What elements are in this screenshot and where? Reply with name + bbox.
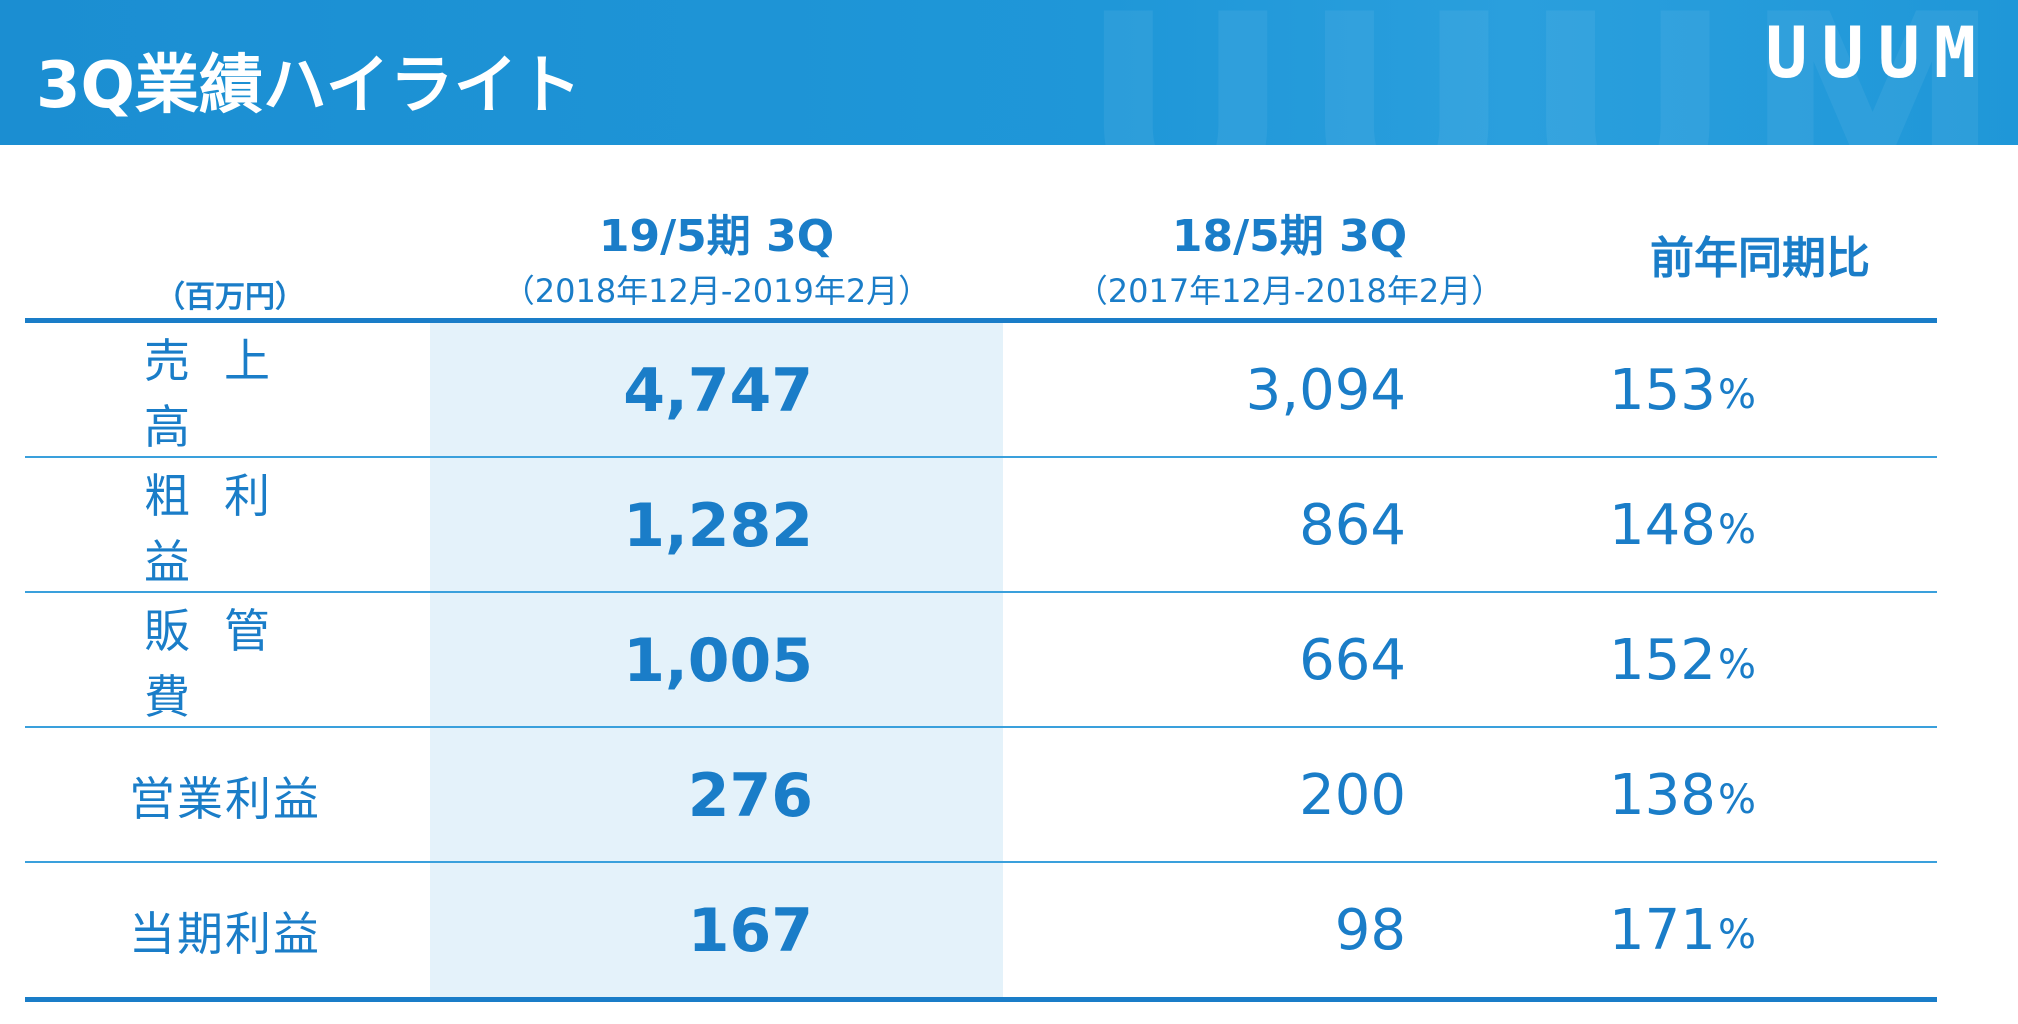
percent-sign: % [1717,641,1756,688]
yoy-value: 171% [1520,863,1845,998]
yoy-number: 153 [1609,358,1716,423]
brand-logo: UUUM [1765,12,1990,94]
row-divider [25,591,1937,593]
row-divider [25,861,1937,863]
column-header-current: 19/5期 3Q （2018年12月-2019年2月） [430,200,1003,312]
current-value: 4,747 [623,355,813,426]
column-header-previous-period: （2017年12月-2018年2月） [1075,272,1504,310]
yoy-number: 138 [1609,763,1716,828]
column-header-previous-title: 18/5期 3Q [1171,211,1408,262]
table-top-rule [25,318,1937,323]
header-banner: UUUM 3Q業績ハイライト UUUM [0,0,2018,145]
yoy-value: 148% [1520,458,1845,593]
current-period-highlight [430,323,1003,997]
table-row: 粗利益 1,282 864 148% [0,458,2018,593]
row-label: 粗利益 [144,468,304,589]
current-value: 167 [687,895,813,966]
column-header-yoy-title: 前年同期比 [1650,233,1870,284]
yoy-value: 153% [1520,323,1845,458]
yoy-value: 152% [1520,593,1845,728]
row-label: 当期利益 [129,906,321,961]
current-value: 276 [687,760,813,831]
table-row: 売上高 4,747 3,094 153% [0,323,2018,458]
table-row: 販管費 1,005 664 152% [0,593,2018,728]
yoy-value: 138% [1520,728,1845,863]
row-label: 営業利益 [129,771,321,826]
row-label: 売上高 [144,333,304,454]
unit-label: （百万円） [155,280,305,315]
table-row: 当期利益 167 98 171% [0,863,2018,998]
previous-value: 200 [1299,763,1406,828]
percent-sign: % [1717,371,1756,418]
percent-sign: % [1717,911,1756,958]
page-title: 3Q業績ハイライト [36,49,582,123]
column-header-yoy: 前年同期比 [1560,222,1960,286]
table-bottom-rule [25,997,1937,1002]
column-header-current-title: 19/5期 3Q [598,211,835,262]
current-value: 1,282 [623,490,813,561]
row-divider [25,456,1937,458]
column-header-current-period: （2018年12月-2019年2月） [502,272,931,310]
percent-sign: % [1717,506,1756,553]
yoy-number: 152 [1609,628,1716,693]
current-value: 1,005 [623,625,813,696]
column-header-previous: 18/5期 3Q （2017年12月-2018年2月） [1003,200,1576,312]
yoy-number: 171 [1609,898,1716,963]
previous-value: 98 [1334,898,1406,963]
row-divider [25,726,1937,728]
previous-value: 3,094 [1245,358,1406,423]
yoy-number: 148 [1609,493,1716,558]
previous-value: 864 [1299,493,1406,558]
row-label: 販管費 [144,603,304,724]
table-row: 営業利益 276 200 138% [0,728,2018,863]
percent-sign: % [1717,776,1756,823]
background-watermark: UUUM [1080,0,2012,145]
previous-value: 664 [1299,628,1406,693]
